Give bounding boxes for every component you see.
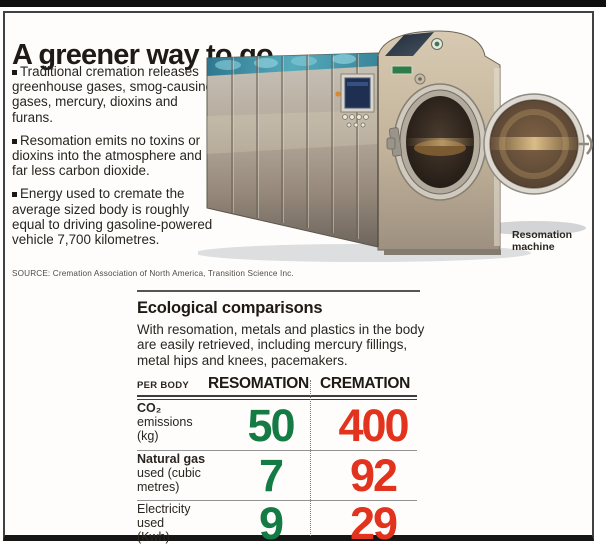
- cremation-value: 29: [349, 498, 398, 550]
- table-description: With resomation, metals and plastics in …: [137, 322, 425, 368]
- row-label-line: used (cubic: [137, 466, 201, 481]
- resomation-value: 7: [258, 450, 284, 502]
- row-label: CO₂ emissions (kg): [137, 400, 207, 443]
- resomation-value: 50: [247, 399, 295, 451]
- machine-base: [384, 250, 501, 255]
- list-item: Traditional cremation releases greenhous…: [12, 64, 218, 125]
- row-label-line: (Kwh): [137, 529, 170, 544]
- row-label-line: Natural gas: [137, 452, 206, 467]
- list-item: Resomation emits no toxins or dioxins in…: [12, 133, 218, 179]
- panel-seams: [231, 54, 358, 239]
- row-label: Electricity used (Kwh): [137, 501, 207, 544]
- row-label-line: Electricity: [137, 502, 191, 517]
- door-hinge: [386, 127, 403, 157]
- table-top-rule: [137, 290, 420, 292]
- row-label-line: metres): [137, 479, 180, 494]
- table-header-row: PER BODY RESOMATION CREMATION: [137, 375, 429, 393]
- row-label: Natural gas used (cubic metres): [137, 451, 207, 494]
- control-buttons: [342, 114, 369, 128]
- bullet-square-icon: [12, 138, 17, 144]
- door-handle: [578, 134, 593, 155]
- bullet-text: Traditional cremation releases greenhous…: [12, 64, 213, 125]
- column-header-cremation: CREMATION: [319, 375, 410, 393]
- photo-caption: Resomation machine: [512, 229, 573, 253]
- header-double-rule: [137, 395, 417, 401]
- table-row: Natural gas used (cubic metres) 7 92: [137, 451, 420, 500]
- row-separator: [137, 450, 417, 452]
- bullet-square-icon: [12, 192, 17, 198]
- row-label-line: emissions: [137, 415, 193, 430]
- table-row: Electricity used (Kwh) 9 29: [137, 501, 420, 546]
- list-item: Energy used to cremate the average sized…: [12, 186, 218, 247]
- cremation-value: 92: [349, 450, 398, 502]
- dome-dark-panel: [385, 32, 434, 56]
- row-label-line: (kg): [137, 428, 159, 443]
- comparison-table: Ecological comparisons With resomation, …: [137, 290, 429, 546]
- resomation-machine-photo: [198, 30, 593, 262]
- cremation-value: 400: [338, 399, 409, 451]
- table-row: CO₂ emissions (kg) 50 400: [137, 400, 420, 450]
- row-separator: [137, 500, 417, 502]
- bullet-list: Traditional cremation releases greenhous…: [12, 64, 218, 255]
- per-body-label: PER BODY: [137, 380, 190, 392]
- bullet-text: Energy used to cremate the average sized…: [12, 186, 213, 248]
- row-label-line: CO₂: [137, 401, 162, 416]
- source-line: SOURCE: Cremation Association of North A…: [12, 269, 294, 278]
- door-floor-shadow: [482, 221, 586, 235]
- row-label-line: used: [137, 516, 165, 531]
- chamber-door: [483, 93, 585, 195]
- green-nameplate: [391, 65, 413, 75]
- bullet-text: Resomation emits no toxins or dioxins in…: [12, 132, 202, 179]
- orange-indicator: [335, 91, 341, 97]
- page-top-black-bar: [0, 0, 606, 7]
- column-header-resomation: RESOMATION: [208, 375, 309, 393]
- column-dotted-divider: [310, 380, 311, 536]
- bullet-square-icon: [12, 70, 17, 75]
- control-panel: [335, 73, 375, 128]
- table-title: Ecological comparisons: [137, 299, 323, 317]
- resomation-value: 9: [258, 498, 284, 550]
